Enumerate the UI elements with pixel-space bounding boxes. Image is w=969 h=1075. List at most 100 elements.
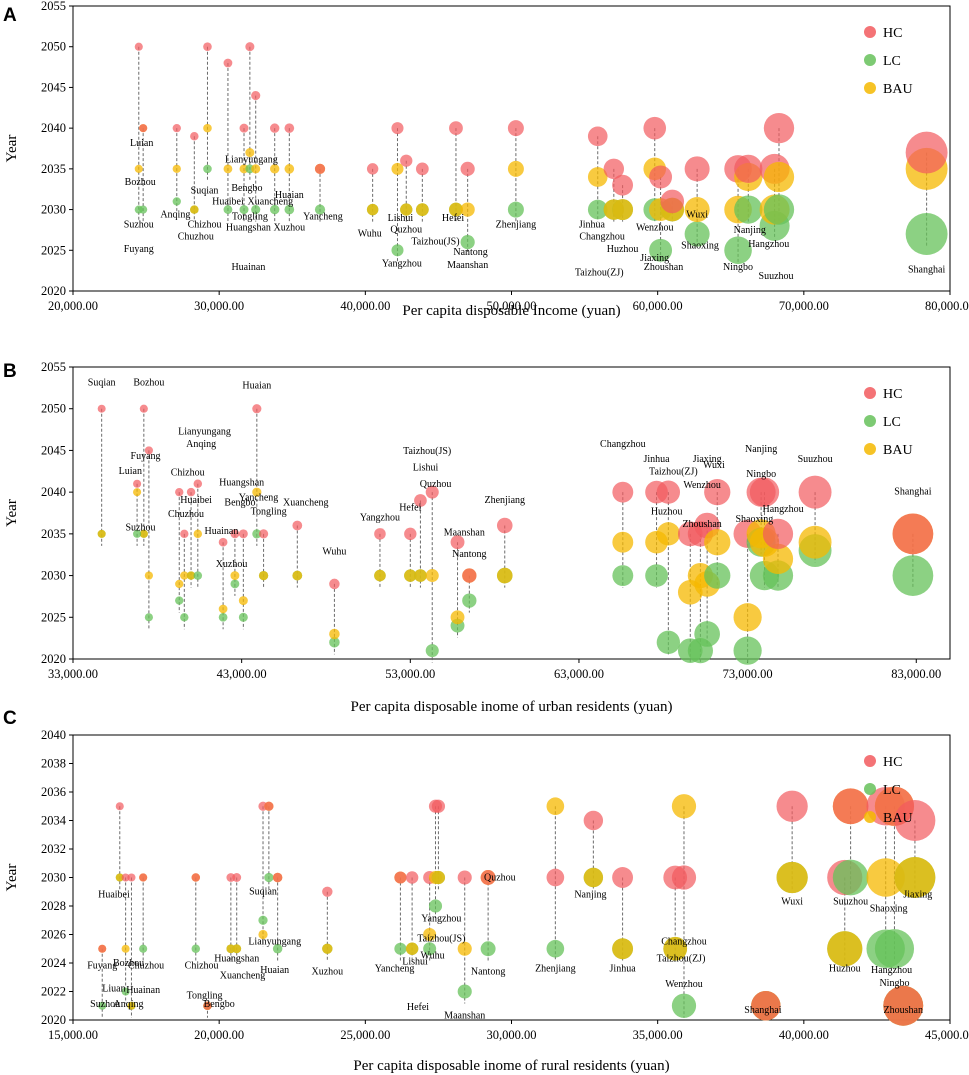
bau-bubble bbox=[230, 571, 240, 581]
y-tick-label: 2035 bbox=[41, 527, 66, 541]
bau-bubble bbox=[251, 164, 261, 174]
hc-bubble bbox=[414, 494, 427, 507]
y-tick-label: 2020 bbox=[41, 652, 66, 666]
legend-marker-bau bbox=[864, 811, 876, 823]
bau-bubble bbox=[431, 870, 446, 885]
city-label: Yancheng bbox=[239, 492, 279, 503]
lc-bubble bbox=[252, 529, 262, 539]
lc-bubble bbox=[428, 899, 443, 913]
legend-label-bau: BAU bbox=[883, 443, 913, 458]
legend-marker-lc bbox=[864, 415, 876, 427]
bau-bubble bbox=[612, 938, 634, 960]
legend-label-lc: LC bbox=[883, 415, 901, 430]
panel-letter-c: C bbox=[3, 708, 17, 729]
plot-frame bbox=[72, 366, 951, 660]
bau-bubble bbox=[329, 628, 340, 640]
hc-bubble bbox=[329, 578, 340, 590]
city-label: Tongling bbox=[187, 991, 223, 1002]
bau-bubble bbox=[223, 164, 233, 174]
legend-label-bau: BAU bbox=[883, 811, 913, 826]
lc-bubble bbox=[180, 613, 189, 622]
hc-bubble bbox=[749, 477, 780, 507]
city-label: Huainan bbox=[204, 526, 238, 537]
bau-bubble bbox=[671, 794, 697, 819]
bau-bubble bbox=[193, 529, 203, 539]
city-label: Maanshan bbox=[444, 528, 485, 539]
city-label: Fuyang bbox=[87, 961, 117, 972]
x-tick-label: 40,000.00 bbox=[340, 299, 390, 313]
hc-bubble bbox=[751, 991, 781, 1021]
city-label: Hefei bbox=[399, 502, 421, 513]
legend-marker-lc bbox=[864, 783, 876, 795]
hc-bubble bbox=[314, 163, 326, 174]
bau-bubble bbox=[762, 543, 794, 575]
city-label: Tongling bbox=[251, 507, 287, 518]
y-tick-label: 2050 bbox=[41, 40, 66, 54]
city-label: Huaian bbox=[260, 965, 289, 976]
y-tick-label: 2022 bbox=[41, 985, 66, 999]
lc-bubble bbox=[694, 621, 720, 647]
hc-bubble bbox=[172, 123, 181, 133]
hc-bubble bbox=[97, 404, 106, 413]
lc-bubble bbox=[172, 197, 181, 206]
lc-bubble bbox=[133, 529, 142, 538]
city-label: Anqing bbox=[160, 210, 190, 221]
city-label: Bozhou bbox=[133, 377, 164, 388]
bau-bubble bbox=[763, 161, 795, 193]
legend-marker-hc bbox=[864, 387, 876, 399]
city-label: Luian bbox=[130, 138, 153, 149]
bau-bubble bbox=[322, 943, 333, 954]
legend-marker-hc bbox=[864, 26, 876, 38]
hc-bubble bbox=[603, 158, 625, 180]
lc-bubble bbox=[223, 205, 233, 214]
hc-bubble bbox=[252, 404, 262, 414]
city-label: Chizhou bbox=[171, 467, 205, 478]
lc-bubble bbox=[230, 579, 240, 589]
city-label: Chuzhou bbox=[128, 961, 164, 972]
city-label: Huangshan bbox=[214, 954, 259, 965]
bau-bubble bbox=[415, 203, 429, 216]
city-label: Fuyang bbox=[131, 451, 161, 462]
hc-bubble bbox=[270, 123, 280, 133]
bau-bubble bbox=[115, 873, 124, 882]
city-label: Hangzhou bbox=[748, 239, 789, 250]
y-tick-label: 2045 bbox=[41, 443, 66, 457]
city-label: Wuhu bbox=[421, 951, 445, 962]
lc-bubble bbox=[264, 872, 274, 883]
hc-bubble bbox=[98, 944, 107, 953]
city-label: Suqian bbox=[249, 887, 277, 898]
city-label: Ningbo bbox=[746, 469, 776, 480]
bau-bubble bbox=[270, 164, 280, 174]
city-label: Zhoushan bbox=[884, 1005, 923, 1016]
city-label: Nantong bbox=[471, 966, 505, 977]
city-label: Hangzhou bbox=[762, 504, 803, 515]
hc-bubble bbox=[460, 161, 475, 176]
city-label: Wenzhou bbox=[636, 223, 674, 234]
city-label: Tongling bbox=[232, 211, 268, 222]
bau-bubble bbox=[232, 944, 242, 954]
bau-bubble bbox=[186, 571, 196, 580]
y-tick-label: 2040 bbox=[41, 728, 66, 742]
city-label: Jinhua bbox=[643, 454, 670, 465]
city-label: Lishui bbox=[402, 956, 428, 967]
city-label: Taizhou(ZJ) bbox=[649, 467, 698, 478]
y-tick-label: 2035 bbox=[41, 162, 66, 176]
hc-bubble bbox=[507, 120, 524, 137]
city-label: Huaibei bbox=[212, 197, 244, 208]
city-label: Quzhou bbox=[420, 479, 452, 490]
bau-bubble bbox=[238, 596, 248, 606]
hc-bubble bbox=[193, 479, 203, 489]
x-tick-label: 53,000.00 bbox=[385, 667, 435, 681]
city-label: Wuxi bbox=[781, 897, 803, 908]
city-label: Wuhu bbox=[322, 547, 346, 558]
bau-bubble bbox=[414, 569, 427, 582]
hc-bubble bbox=[366, 163, 379, 175]
city-label: Lishui bbox=[413, 462, 439, 473]
city-label: Suzhou bbox=[125, 523, 155, 534]
city-label: Changzhou bbox=[600, 439, 646, 450]
bau-bubble bbox=[587, 167, 608, 187]
legend-marker-hc bbox=[864, 755, 876, 767]
city-label: Chuzhou bbox=[168, 509, 204, 520]
hc-bubble bbox=[264, 801, 274, 811]
